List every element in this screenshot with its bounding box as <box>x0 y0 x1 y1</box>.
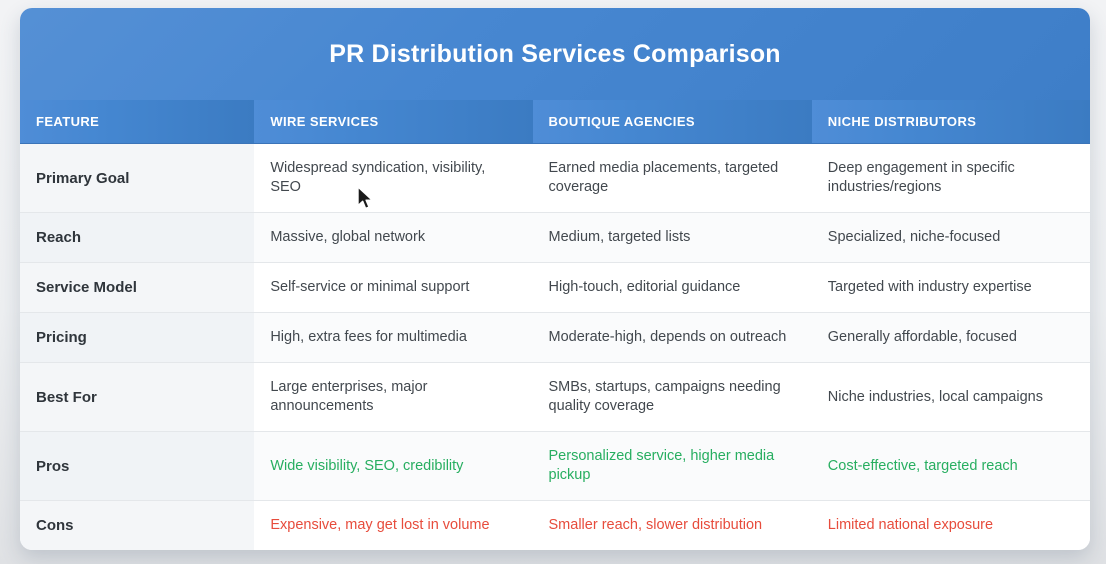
value-cell-positive: Personalized service, higher media picku… <box>532 431 812 501</box>
table-row-best-for: Best For Large enterprises, major announ… <box>20 362 1090 432</box>
title-band: PR Distribution Services Comparison <box>20 8 1090 100</box>
value-cell: Massive, global network <box>254 212 533 263</box>
value-cell: Deep engagement in specific industries/r… <box>811 143 1090 213</box>
value-cell: Generally affordable, focused <box>811 312 1090 363</box>
table-header-row: FEATURE WIRE SERVICES BOUTIQUE AGENCIES … <box>20 100 1090 144</box>
table-row-service-model: Service Model Self-service or minimal su… <box>20 262 1090 313</box>
value-cell: Medium, targeted lists <box>532 212 812 263</box>
comparison-card: PR Distribution Services Comparison FEAT… <box>20 8 1090 550</box>
value-cell-positive: Wide visibility, SEO, credibility <box>254 431 533 501</box>
feature-cell: Best For <box>20 362 255 432</box>
feature-cell: Pricing <box>20 312 255 363</box>
value-cell: Self-service or minimal support <box>254 262 533 313</box>
value-cell: Moderate-high, depends on outreach <box>532 312 812 363</box>
column-header-boutique-agencies: BOUTIQUE AGENCIES <box>532 100 812 144</box>
comparison-table: FEATURE WIRE SERVICES BOUTIQUE AGENCIES … <box>20 100 1090 550</box>
value-cell: High, extra fees for multimedia <box>254 312 533 363</box>
column-header-niche-distributors: NICHE DISTRIBUTORS <box>811 100 1090 144</box>
value-cell: Large enterprises, major announcements <box>254 362 533 432</box>
page-title: PR Distribution Services Comparison <box>329 39 781 68</box>
table-row-pricing: Pricing High, extra fees for multimedia … <box>20 312 1090 363</box>
value-cell: High-touch, editorial guidance <box>532 262 812 313</box>
feature-cell: Cons <box>20 500 255 550</box>
feature-cell: Primary Goal <box>20 143 255 213</box>
column-header-wire-services: WIRE SERVICES <box>254 100 533 144</box>
value-cell: Earned media placements, targeted covera… <box>532 143 812 213</box>
value-cell-negative: Smaller reach, slower distribution <box>532 500 812 550</box>
value-cell: SMBs, startups, campaigns needing qualit… <box>532 362 812 432</box>
value-cell: Niche industries, local campaigns <box>811 362 1090 432</box>
value-cell-negative: Limited national exposure <box>811 500 1090 550</box>
value-cell-positive: Cost-effective, targeted reach <box>811 431 1090 501</box>
value-cell-negative: Expensive, may get lost in volume <box>254 500 533 550</box>
table-row-primary-goal: Primary Goal Widespread syndication, vis… <box>20 143 1090 213</box>
column-header-feature: FEATURE <box>20 100 255 144</box>
value-cell: Widespread syndication, visibility, SEO <box>254 143 533 213</box>
table-row-reach: Reach Massive, global network Medium, ta… <box>20 212 1090 263</box>
feature-cell: Reach <box>20 212 255 263</box>
value-cell: Targeted with industry expertise <box>811 262 1090 313</box>
table-row-cons: Cons Expensive, may get lost in volume S… <box>20 500 1090 550</box>
feature-cell: Service Model <box>20 262 255 313</box>
feature-cell: Pros <box>20 431 255 501</box>
table-row-pros: Pros Wide visibility, SEO, credibility P… <box>20 431 1090 501</box>
value-cell: Specialized, niche-focused <box>811 212 1090 263</box>
